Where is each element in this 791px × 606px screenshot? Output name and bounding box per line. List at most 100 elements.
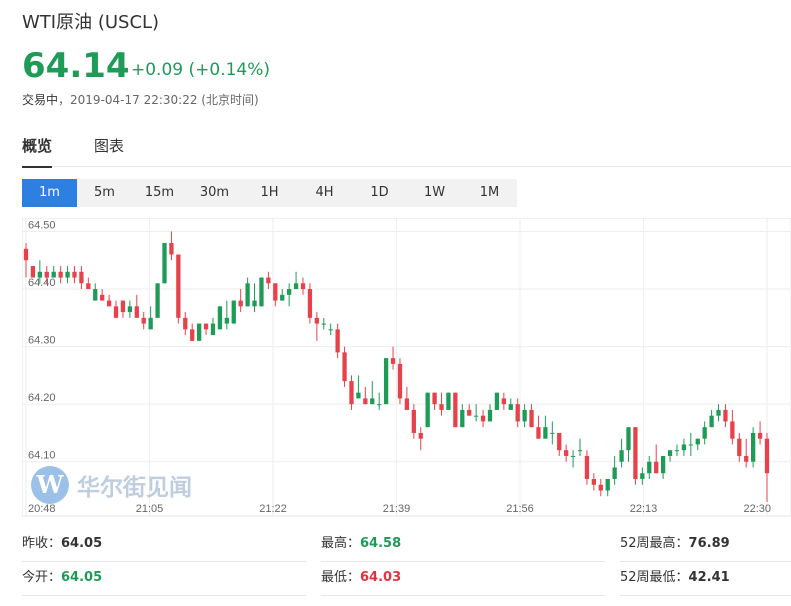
candle-body (44, 271, 49, 278)
candle-body (65, 271, 70, 278)
period-5m[interactable]: 5m (94, 185, 115, 200)
candle-body (702, 427, 707, 439)
x-tick-label: 21:05 (136, 503, 164, 515)
tab-bar: 概览 图表 (22, 130, 791, 168)
candle-body (626, 427, 631, 451)
candle-body (217, 306, 223, 330)
tab-overview[interactable]: 概览 (22, 135, 53, 168)
candle-body (314, 317, 320, 324)
timestamp: 2019-04-17 22:30:22 (北京时间) (70, 93, 259, 107)
candle-body (266, 277, 271, 284)
candle-body (196, 323, 202, 341)
candle-body (86, 283, 91, 290)
candle-body (100, 294, 105, 301)
candlestick-chart[interactable]: 64.50 64.40 64.30 64.20 64.10 20:48 21:05 21:22… (22, 218, 791, 518)
x-tick-label: 20:48 (28, 503, 56, 515)
candle-body (737, 438, 742, 456)
stat-low: 最低：64.03 (321, 561, 605, 596)
period-1mo[interactable]: 1M (479, 185, 500, 200)
candle-body (681, 444, 687, 451)
candle-body (473, 415, 479, 417)
candle-body (190, 329, 195, 341)
candle-body (605, 478, 610, 491)
period-4h[interactable]: 4H (315, 185, 334, 200)
candle-body (543, 427, 548, 439)
candle-body (51, 271, 56, 278)
stat-label: 52周最低： (620, 570, 689, 585)
candle-body (487, 409, 493, 422)
stat-value: 64.58 (360, 536, 402, 551)
candle-body (335, 329, 340, 353)
period-1d[interactable]: 1D (370, 185, 389, 200)
candle-body (58, 271, 63, 278)
candle-body (252, 300, 257, 307)
x-tick-label: 21:56 (506, 503, 534, 515)
last-price: 64.14 (22, 46, 130, 86)
candle-body (273, 283, 278, 301)
tab-chart[interactable]: 图表 (94, 137, 125, 155)
candle-body (619, 450, 624, 462)
candle-body (238, 300, 243, 307)
candle-body (494, 392, 500, 410)
status-label: 交易中 (22, 93, 59, 107)
stat-value: 42.41 (688, 570, 730, 585)
candle-body (695, 438, 700, 445)
candle-body (176, 254, 181, 318)
stat-prev-close: 昨收：64.05 (22, 527, 306, 562)
candle-body (529, 409, 534, 428)
stat-label: 今开： (22, 570, 62, 585)
candle-body (723, 409, 728, 422)
candle-body (134, 306, 139, 318)
price-change: +0.09 (+0.14%) (131, 60, 271, 80)
period-1w[interactable]: 1W (423, 185, 446, 200)
period-30m[interactable]: 30m (199, 185, 230, 200)
candle-body (300, 283, 306, 290)
candle-body (259, 277, 264, 307)
candle-body (453, 392, 458, 428)
candle-body (224, 317, 229, 324)
candle-body (342, 352, 347, 382)
candle-body (584, 455, 590, 479)
candle-body (446, 392, 451, 410)
stat-value: 76.89 (688, 536, 730, 551)
candle-body (647, 461, 652, 474)
watermark: W 华尔街见闻 (31, 466, 192, 504)
candle-body (280, 294, 285, 301)
candle-body (23, 248, 29, 261)
candle-body (349, 381, 354, 405)
stat-value: 64.05 (61, 536, 103, 551)
candle-body (730, 421, 735, 439)
y-tick-label: 64.10 (28, 450, 56, 462)
candle-body (155, 283, 160, 318)
x-tick-label: 21:22 (259, 503, 287, 515)
candle-body (667, 450, 673, 456)
candle-body (757, 432, 763, 439)
x-tick-label: 21:39 (383, 503, 411, 515)
watermark-logo: W (31, 466, 69, 504)
candle-body (404, 398, 410, 410)
candle-body (598, 484, 603, 491)
watermark-text: 华尔街见闻 (77, 474, 192, 501)
stat-52w-high: 52周最高：76.89 (620, 527, 791, 562)
candle-body (480, 415, 486, 422)
candle-body (287, 289, 292, 295)
candle-body (93, 289, 98, 301)
candle-body (411, 409, 416, 433)
stat-label: 昨收： (22, 536, 62, 551)
candle-body (633, 427, 638, 479)
candle-body (744, 455, 749, 462)
period-1m[interactable]: 1m (22, 179, 77, 207)
candle-body (363, 398, 368, 405)
stat-label: 最低： (321, 570, 361, 585)
stat-label: 最高： (321, 536, 361, 551)
candle-body (148, 317, 153, 330)
y-tick-label: 64.30 (28, 335, 56, 347)
stat-high: 最高：64.58 (321, 527, 605, 562)
candle-body (370, 398, 375, 405)
period-1h[interactable]: 1H (260, 185, 279, 200)
candle-body (72, 271, 77, 278)
candle-body (564, 450, 569, 456)
candle-body (674, 450, 680, 452)
period-15m[interactable]: 15m (144, 185, 175, 200)
candle-body (141, 317, 146, 324)
